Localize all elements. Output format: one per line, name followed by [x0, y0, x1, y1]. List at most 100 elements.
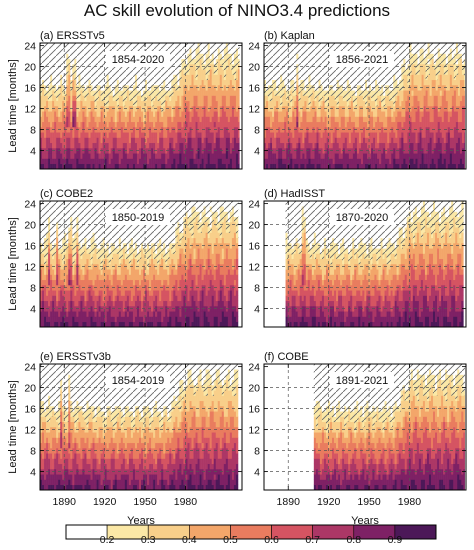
heatmap-cell: [88, 111, 91, 117]
significance-hatch: [138, 43, 142, 49]
heatmap-cell: [233, 158, 237, 165]
heatmap-cell: [352, 111, 356, 117]
heatmap-cell: [282, 116, 285, 123]
heatmap-cell: [235, 132, 239, 138]
heatmap-cell: [379, 100, 382, 107]
heatmap-cell: [407, 153, 410, 159]
heatmap-cell: [233, 163, 237, 170]
heatmap-cell: [391, 153, 394, 159]
heatmap-cell: [86, 137, 89, 144]
significance-hatch: [82, 58, 85, 65]
significance-hatch: [153, 74, 156, 81]
heatmap-cell: [151, 163, 154, 170]
heatmap-cell: [286, 158, 289, 165]
heatmap-cell: [193, 153, 196, 159]
significance-hatch: [179, 48, 182, 54]
significance-hatch: [201, 48, 204, 54]
significance-hatch: [126, 74, 130, 81]
significance-hatch: [132, 95, 136, 102]
heatmap-cell: [50, 153, 53, 159]
heatmap-cell: [143, 132, 146, 138]
significance-hatch: [66, 69, 69, 75]
heatmap-cell: [219, 132, 223, 138]
heatmap-cell: [60, 106, 63, 112]
heatmap-cell: [393, 111, 396, 117]
significance-hatch: [151, 79, 154, 86]
significance-hatch: [104, 100, 107, 107]
heatmap-cell: [82, 121, 85, 128]
significance-hatch: [62, 58, 65, 65]
significance-hatch: [167, 79, 170, 86]
significance-hatch: [138, 85, 142, 91]
heatmap-cell: [278, 142, 281, 149]
significance-hatch: [126, 79, 130, 86]
significance-hatch: [159, 69, 162, 75]
heatmap-cell: [399, 142, 402, 149]
heatmap-cell: [157, 163, 160, 170]
heatmap-cell: [189, 111, 192, 117]
heatmap-cell: [354, 137, 358, 144]
heatmap-cell: [173, 95, 176, 102]
significance-hatch: [201, 58, 204, 65]
significance-hatch: [102, 90, 105, 96]
significance-hatch: [40, 79, 43, 86]
heatmap-cell: [233, 106, 237, 112]
heatmap-cell: [195, 153, 198, 159]
heatmap-cell: [213, 74, 217, 81]
heatmap-cell: [381, 142, 384, 149]
significance-hatch: [60, 74, 63, 81]
heatmap-cell: [346, 137, 350, 144]
significance-hatch: [185, 58, 188, 65]
heatmap-cell: [62, 95, 65, 102]
significance-hatch: [96, 85, 99, 91]
heatmap-cell: [385, 158, 388, 165]
significance-hatch: [60, 69, 63, 75]
heatmap-cell: [280, 127, 283, 133]
significance-hatch: [80, 53, 83, 60]
heatmap-cell: [88, 158, 91, 165]
significance-hatch: [102, 79, 105, 86]
significance-hatch: [223, 48, 227, 54]
heatmap-cell: [284, 100, 287, 107]
significance-hatch: [86, 48, 89, 54]
heatmap-cell: [177, 158, 180, 165]
heatmap-cell: [373, 121, 376, 128]
heatmap-cell: [52, 132, 55, 138]
heatmap-cell: [225, 100, 229, 107]
heatmap-cell: [296, 163, 299, 170]
heatmap-cell: [106, 142, 109, 149]
significance-hatch: [92, 53, 95, 60]
heatmap-cell: [82, 153, 85, 159]
heatmap-cell: [233, 90, 237, 96]
significance-hatch: [106, 69, 109, 75]
heatmap-cell: [72, 121, 75, 128]
heatmap-cell: [50, 111, 53, 117]
heatmap-cell: [134, 111, 138, 117]
heatmap-cell: [100, 100, 103, 107]
heatmap-cell: [98, 132, 101, 138]
heatmap-cell: [191, 116, 194, 123]
significance-hatch: [46, 79, 49, 86]
heatmap-cell: [138, 132, 142, 138]
heatmap-cell: [389, 100, 392, 107]
heatmap-cell: [310, 142, 313, 149]
significance-hatch: [138, 90, 142, 96]
heatmap-cell: [110, 158, 114, 165]
heatmap-cell: [237, 95, 240, 102]
heatmap-cell: [356, 106, 360, 112]
heatmap-cell: [175, 111, 178, 117]
heatmap-cell: [320, 132, 323, 138]
heatmap-cell: [102, 111, 105, 117]
heatmap-cell: [286, 137, 289, 144]
significance-hatch: [82, 53, 85, 60]
heatmap-cell: [80, 116, 83, 123]
heatmap-cell: [106, 116, 109, 123]
heatmap-cell: [54, 121, 57, 128]
heatmap-cell: [151, 116, 154, 123]
heatmap-cell: [58, 111, 61, 117]
heatmap-cell: [276, 158, 279, 165]
significance-hatch: [169, 64, 172, 70]
heatmap-cell: [165, 132, 168, 138]
heatmap-cell: [102, 116, 105, 123]
heatmap-cell: [346, 163, 350, 170]
